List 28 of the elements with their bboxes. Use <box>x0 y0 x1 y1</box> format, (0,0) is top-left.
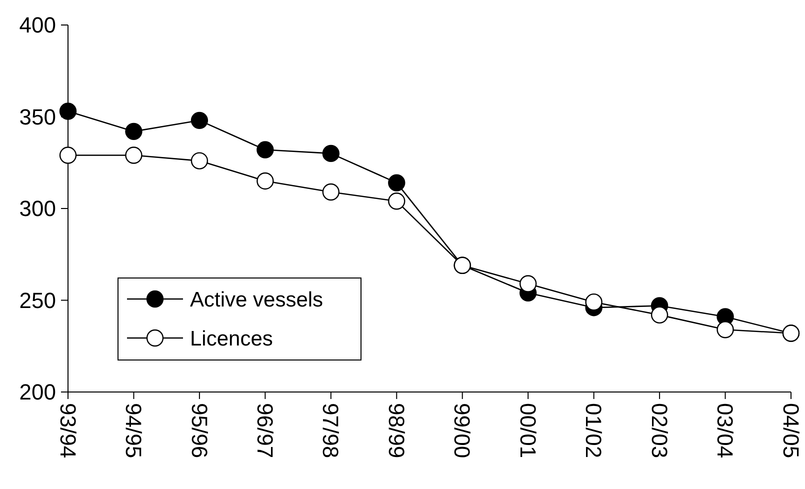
x-tick-label: 04/05 <box>778 403 804 458</box>
x-tick-label: 97/98 <box>318 403 344 458</box>
x-tick-label: 93/94 <box>55 403 80 458</box>
point <box>388 174 406 192</box>
y-tick-label: 400 <box>19 12 56 38</box>
point <box>125 122 142 140</box>
y-tick-label: 300 <box>19 196 56 222</box>
x-tick-label: 96/97 <box>252 403 278 458</box>
x-tick-label: 01/02 <box>581 403 606 458</box>
x-tick-label: 94/95 <box>121 403 146 458</box>
y-tick-label: 350 <box>19 104 56 130</box>
y-tick-label: 200 <box>19 380 56 405</box>
point <box>190 112 208 130</box>
point <box>322 144 340 162</box>
point <box>650 306 668 324</box>
point <box>585 293 602 311</box>
x-tick-label: 03/04 <box>712 403 738 458</box>
x-tick-label: 99/00 <box>450 403 475 458</box>
x-tick-label: 02/03 <box>646 403 672 458</box>
x-tick-label: 95/96 <box>186 403 212 458</box>
point <box>59 102 77 120</box>
point <box>519 275 537 292</box>
x-tick-label: 00/01 <box>515 403 540 458</box>
legend-label: Active vessels <box>190 288 324 312</box>
x-tick-label: 98/99 <box>384 403 409 458</box>
legend-label: Licences <box>190 327 273 350</box>
y-tick-label: 250 <box>19 288 56 313</box>
point <box>256 141 274 158</box>
